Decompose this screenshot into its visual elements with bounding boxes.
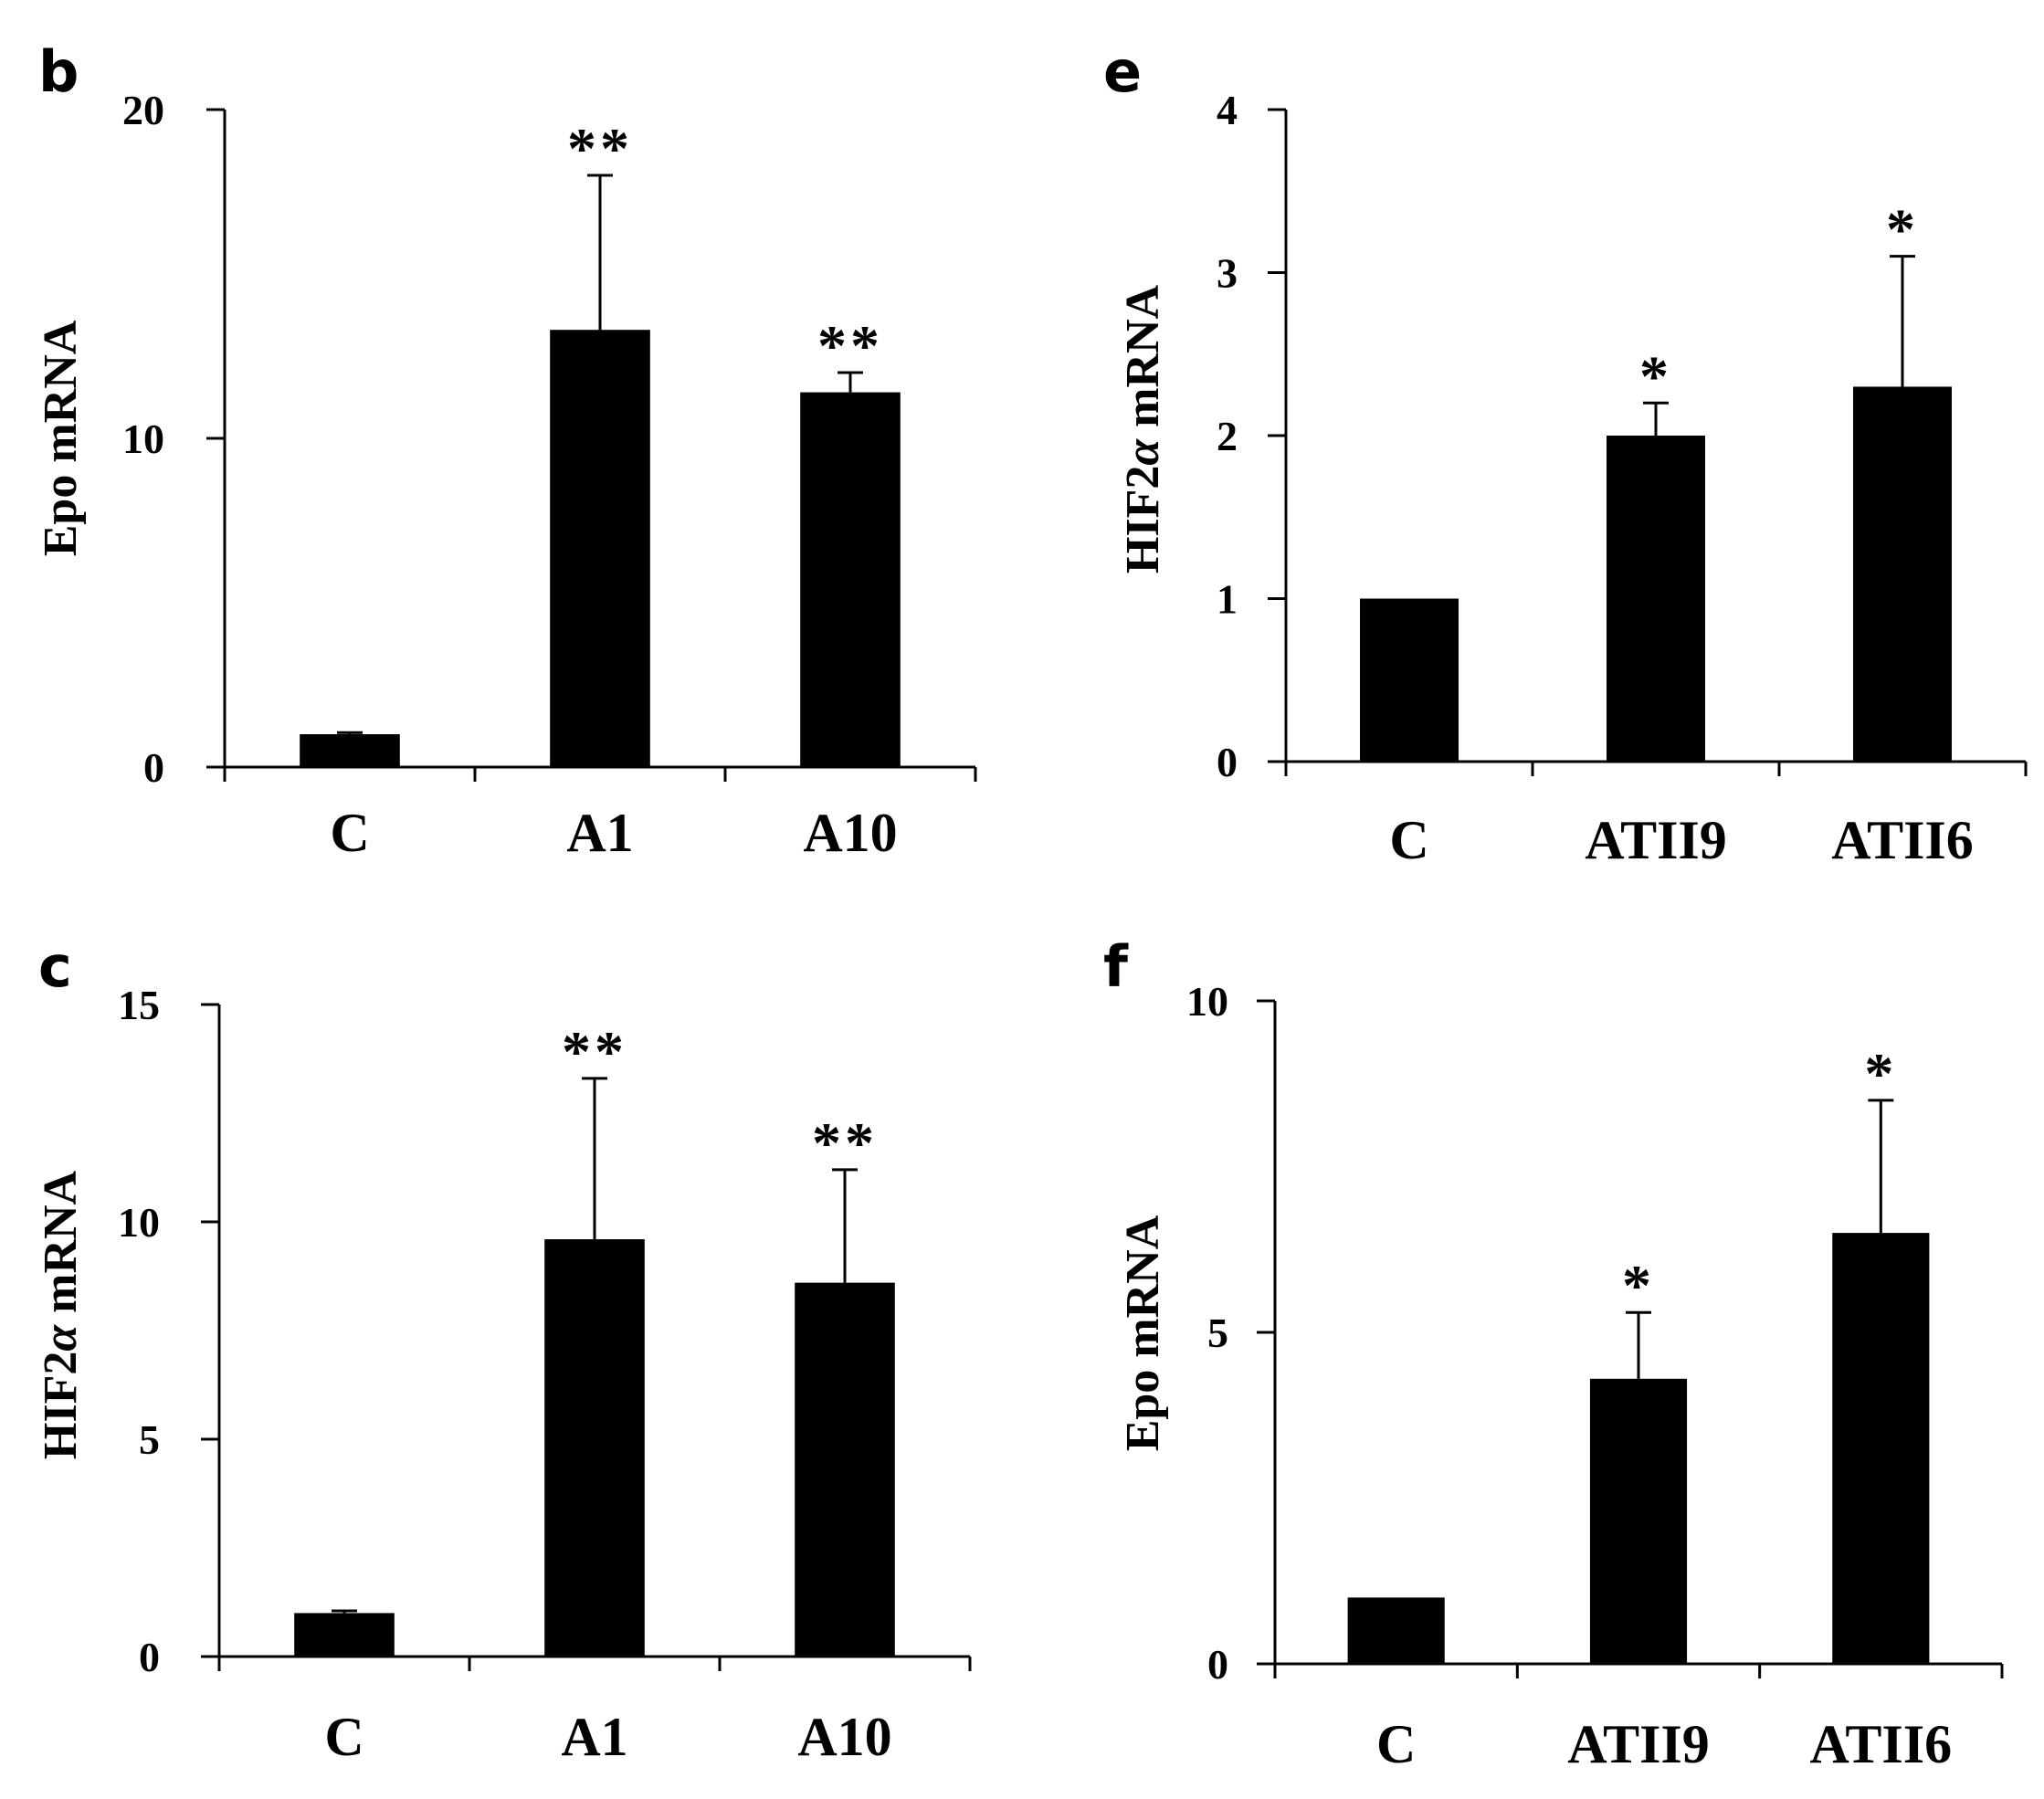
bar-C [1360,598,1459,762]
y-axis-title: Epo mRNA [1117,1215,1169,1451]
y-tick-label: 15 [118,982,160,1028]
panel-e: e 0 1 2 3 4 C * ATII9 * ATII6 HIF2α mRNA [1103,38,2028,870]
x-category-label: C [1376,1714,1416,1774]
y-axis-title: Epo mRNA [35,320,87,556]
y-tick-label: 0 [1217,739,1238,785]
bar-ATII9 [1589,1378,1688,1664]
bar-A1 [550,330,650,767]
panel-f: f 0 5 10 C * ATII9 * ATII6 Epo mRNA [1103,933,2004,1774]
x-category-label: ATII9 [1567,1714,1710,1774]
panel-letter: e [1103,38,1142,105]
y-tick-label: 4 [1217,87,1238,133]
x-category-label: C [324,1707,363,1767]
significance-marker: * [1864,1041,1897,1106]
x-category-label: ATII6 [1831,810,1974,870]
significance-marker: ** [817,313,883,378]
significance-marker: ** [567,116,633,181]
y-tick-label: 5 [1207,1310,1228,1356]
bar-A10 [795,1282,895,1657]
significance-marker: * [1886,197,1919,262]
bar-A10 [800,392,901,767]
panel-letter: c [38,933,72,1000]
y-tick-label: 10 [122,416,164,462]
y-tick-label: 2 [1217,413,1238,459]
panel-b: b 0 10 20 C ** A1 ** A10 Epo mRNA [35,38,977,863]
y-axis-title: HIF2α mRNA [1117,284,1169,573]
y-tick-label: 10 [118,1199,160,1246]
bar-A1 [544,1239,645,1657]
significance-marker: ** [562,1019,627,1084]
bar-ATII9 [1607,436,1705,762]
y-tick-label: 10 [1186,978,1228,1025]
y-tick-label: 5 [139,1416,160,1463]
x-category-label: A1 [561,1707,627,1767]
y-axis-title: HIF2α mRNA [35,1170,87,1459]
y-tick-label: 0 [143,744,164,791]
bar-ATII6 [1853,386,1952,762]
x-category-label: C [330,803,369,863]
significance-marker: * [1639,343,1672,408]
x-category-label: A10 [803,803,897,863]
y-tick-label: 20 [122,87,164,133]
bar-ATII6 [1832,1233,1930,1664]
panel-c: c 0 5 10 15 C ** A1 ** A10 HIF2α mRNA [35,933,972,1767]
significance-marker: * [1622,1253,1655,1318]
bar-C [1347,1597,1445,1664]
x-category-label: A10 [797,1707,891,1767]
y-tick-label: 0 [1207,1641,1228,1688]
y-tick-label: 3 [1217,250,1238,297]
y-tick-label: 1 [1217,576,1238,623]
y-tick-label: 0 [139,1634,160,1680]
significance-marker: ** [812,1110,878,1175]
panel-letter: f [1103,933,1129,1000]
bar-C [300,734,400,767]
panel-letter: b [38,38,79,105]
x-category-label: A1 [566,803,633,863]
x-category-label: C [1389,810,1428,870]
bar-C [294,1613,395,1657]
x-category-label: ATII6 [1810,1714,1953,1774]
x-category-label: ATII9 [1585,810,1727,870]
